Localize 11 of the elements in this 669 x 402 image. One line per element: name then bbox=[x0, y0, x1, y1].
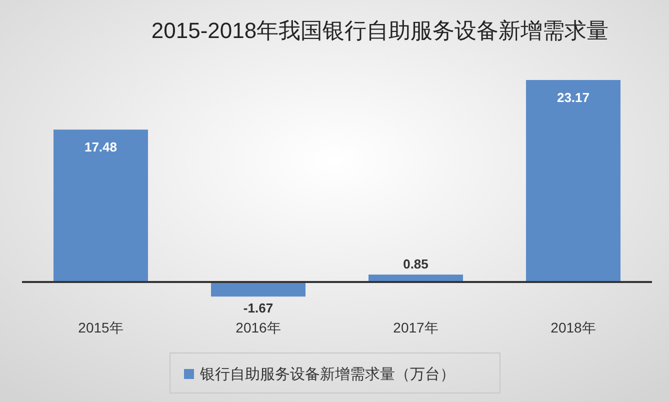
legend: 银行自助服务设备新增需求量（万台） bbox=[170, 352, 500, 394]
x-tick-label: 2017年 bbox=[393, 320, 438, 336]
x-tick-label: 2018年 bbox=[550, 320, 596, 336]
chart-title: 2015-2018年我国银行自助服务设备新增需求量 bbox=[151, 18, 609, 43]
data-label: 0.85 bbox=[403, 256, 428, 272]
data-label: 23.17 bbox=[556, 90, 590, 105]
data-label: 17.48 bbox=[84, 140, 118, 155]
x-tick-label: 2016年 bbox=[236, 320, 281, 336]
x-tick-label: 2015年 bbox=[78, 320, 124, 336]
data-label: -1.67 bbox=[243, 300, 274, 316]
legend-label: 银行自助服务设备新增需求量（万台） bbox=[199, 366, 455, 383]
